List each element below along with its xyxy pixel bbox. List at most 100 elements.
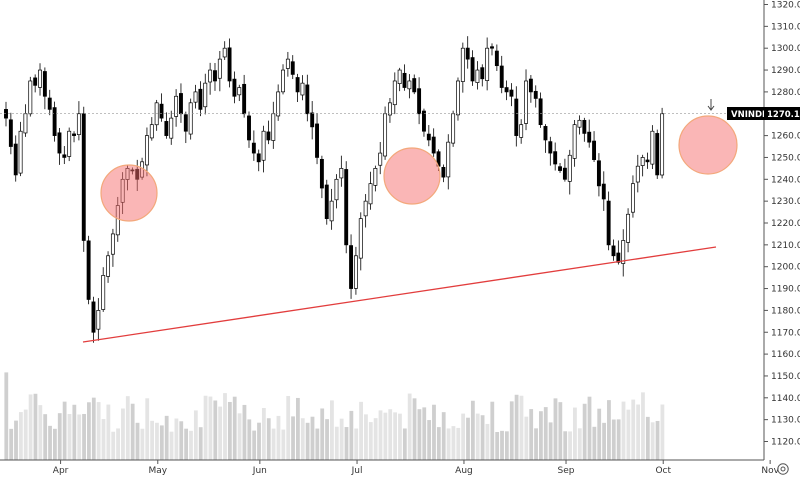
volume-bar bbox=[164, 415, 169, 460]
candle-up bbox=[460, 47, 465, 82]
candle-up bbox=[363, 200, 368, 217]
volume-bar bbox=[422, 407, 427, 460]
gear-icon[interactable] bbox=[776, 462, 790, 476]
volume-bar bbox=[514, 394, 519, 460]
candle-down bbox=[601, 183, 606, 200]
candle-down bbox=[543, 126, 548, 141]
y-tick-label: 1120.00 bbox=[771, 438, 800, 448]
candle-down bbox=[159, 103, 164, 119]
volume-bar bbox=[441, 412, 446, 460]
candle-up bbox=[174, 95, 179, 117]
candle-down bbox=[33, 77, 38, 86]
candle-up bbox=[106, 255, 111, 277]
candle-down bbox=[81, 113, 86, 241]
candle-up bbox=[577, 119, 582, 128]
candle-up bbox=[630, 183, 635, 213]
volume-bar bbox=[310, 416, 315, 460]
volume-bar bbox=[543, 407, 548, 460]
candle-up bbox=[154, 102, 159, 126]
volume-bar bbox=[218, 406, 223, 460]
volume-bar bbox=[407, 393, 412, 460]
volume-bar bbox=[534, 428, 538, 460]
candle-down bbox=[305, 84, 310, 115]
candle-down bbox=[562, 167, 567, 180]
candle-up bbox=[334, 178, 339, 201]
candle-down bbox=[251, 142, 256, 154]
candle-up bbox=[276, 91, 281, 117]
candle-down bbox=[179, 93, 183, 115]
volume-bar bbox=[227, 401, 232, 460]
volume-bar bbox=[159, 425, 164, 460]
candle-down bbox=[183, 114, 188, 132]
candle-down bbox=[533, 90, 538, 99]
volume-bar bbox=[9, 428, 14, 460]
volume-bar bbox=[213, 400, 218, 460]
price-candles bbox=[4, 36, 665, 343]
candle-down bbox=[490, 46, 494, 49]
candle-down bbox=[319, 158, 324, 189]
candle-down bbox=[514, 98, 519, 136]
x-tick-label: Sep bbox=[558, 466, 575, 476]
y-tick-label: 1240.00 bbox=[771, 175, 800, 185]
volume-bar bbox=[91, 397, 96, 460]
candle-down bbox=[42, 71, 47, 97]
volume-bar bbox=[257, 422, 261, 460]
volume-bar bbox=[402, 428, 407, 460]
highlight-circle-aug bbox=[383, 147, 441, 205]
volume-bar bbox=[641, 392, 645, 460]
candle-down bbox=[198, 88, 203, 110]
y-tick-label: 1150.00 bbox=[771, 372, 800, 382]
y-tick-label: 1230.00 bbox=[771, 197, 800, 207]
x-tick-label: Oct bbox=[655, 466, 671, 476]
candle-up bbox=[67, 130, 72, 157]
volume-bar bbox=[626, 409, 631, 460]
candle-down bbox=[47, 97, 52, 110]
candle-up bbox=[217, 58, 222, 79]
volume-bar bbox=[48, 425, 52, 460]
candle-up bbox=[392, 80, 397, 106]
candle-down bbox=[4, 109, 8, 119]
candle-up bbox=[329, 200, 334, 222]
volume-bar bbox=[495, 431, 500, 460]
volume-bar bbox=[412, 398, 417, 460]
candle-down bbox=[655, 133, 660, 176]
volume-bar bbox=[28, 394, 33, 460]
candle-down bbox=[548, 141, 553, 154]
volume-bar bbox=[456, 427, 461, 460]
y-tick-label: 1180.00 bbox=[771, 306, 800, 316]
volume-bar bbox=[475, 413, 480, 460]
volume-bar bbox=[72, 404, 77, 460]
candle-up bbox=[397, 69, 402, 84]
volume-bar bbox=[135, 422, 140, 460]
candle-down bbox=[72, 133, 76, 136]
candle-down bbox=[213, 70, 217, 82]
candle-down bbox=[422, 110, 426, 132]
volume-bar bbox=[388, 409, 393, 460]
volume-bar bbox=[38, 405, 43, 460]
volume-bar bbox=[393, 412, 397, 460]
volume-bar bbox=[563, 431, 568, 460]
volume-bar bbox=[291, 416, 295, 460]
last-price-label: 1270.14 bbox=[767, 110, 800, 120]
candle-up bbox=[76, 113, 81, 135]
candle-down bbox=[528, 78, 533, 93]
volume-bar bbox=[174, 418, 179, 460]
volume-bar bbox=[631, 399, 636, 460]
volume-bar bbox=[398, 413, 402, 460]
candle-up bbox=[373, 168, 378, 186]
volume-bar bbox=[101, 419, 106, 460]
volume-bar bbox=[373, 418, 378, 460]
volume-bar bbox=[548, 422, 553, 460]
candle-up bbox=[485, 47, 490, 81]
volume-bar bbox=[500, 430, 504, 460]
volume-bar bbox=[602, 422, 606, 460]
candle-up bbox=[519, 124, 524, 138]
candle-up bbox=[572, 124, 577, 159]
volume-bar bbox=[539, 411, 543, 460]
y-tick-label: 1250.00 bbox=[771, 153, 800, 163]
volume-bar bbox=[378, 410, 383, 460]
volume-bar bbox=[461, 413, 466, 460]
candle-down bbox=[402, 72, 407, 88]
volume-bar bbox=[417, 409, 422, 460]
candle-down bbox=[611, 245, 616, 257]
